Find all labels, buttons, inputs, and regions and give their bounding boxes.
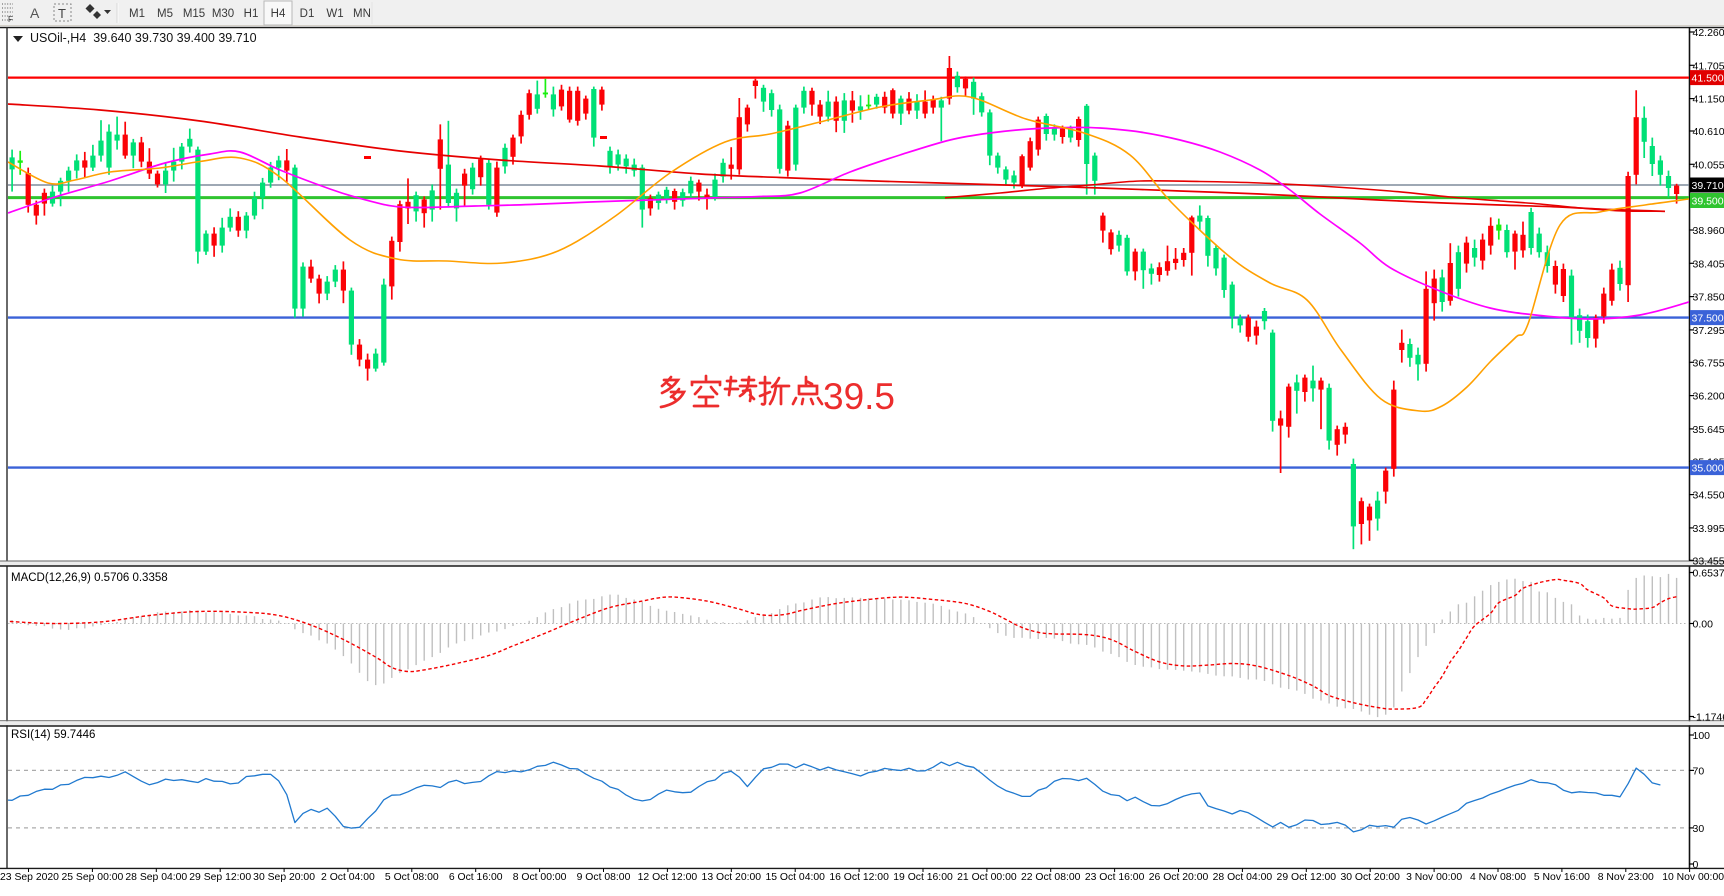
- svg-text:19 Oct 16:00: 19 Oct 16:00: [893, 872, 953, 883]
- svg-text:A: A: [30, 5, 40, 21]
- svg-text:35.000: 35.000: [1692, 463, 1724, 475]
- svg-text:41.150: 41.150: [1693, 94, 1724, 106]
- svg-text:39.5: 39.5: [823, 376, 895, 417]
- svg-text:12 Oct 12:00: 12 Oct 12:00: [638, 872, 698, 883]
- svg-text:36.755: 36.755: [1693, 357, 1724, 369]
- svg-text:37.295: 37.295: [1693, 325, 1724, 337]
- svg-text:29 Sep 12:00: 29 Sep 12:00: [189, 872, 251, 883]
- svg-text:26 Oct 20:00: 26 Oct 20:00: [1149, 872, 1209, 883]
- svg-text:39.710: 39.710: [1692, 180, 1724, 192]
- svg-text:5 Nov 16:00: 5 Nov 16:00: [1534, 872, 1590, 883]
- svg-text:9 Oct 08:00: 9 Oct 08:00: [577, 872, 631, 883]
- svg-text:MACD(12,26,9) 0.5706 0.3358: MACD(12,26,9) 0.5706 0.3358: [11, 572, 168, 584]
- svg-text:30 Oct 20:00: 30 Oct 20:00: [1340, 872, 1400, 883]
- svg-text:8 Nov 23:00: 8 Nov 23:00: [1598, 872, 1654, 883]
- svg-text:29 Oct 12:00: 29 Oct 12:00: [1277, 872, 1337, 883]
- svg-text:0: 0: [1693, 859, 1699, 871]
- svg-text:H1: H1: [244, 8, 259, 20]
- svg-text:33.455: 33.455: [1693, 555, 1724, 567]
- svg-text:4 Nov 08:00: 4 Nov 08:00: [1470, 872, 1526, 883]
- svg-text:33.995: 33.995: [1693, 523, 1724, 535]
- svg-text:USOil-,H4 39.640 39.730 39.40: USOil-,H4 39.640 39.730 39.400 39.710: [30, 31, 257, 45]
- svg-text:M15: M15: [183, 8, 205, 20]
- svg-text:28 Sep 04:00: 28 Sep 04:00: [125, 872, 187, 883]
- svg-text:W1: W1: [326, 8, 343, 20]
- svg-text:23 Sep 2020: 23 Sep 2020: [0, 872, 59, 883]
- svg-text:41.500: 41.500: [1692, 73, 1724, 85]
- svg-text:T: T: [58, 6, 66, 21]
- svg-text:34.550: 34.550: [1693, 490, 1724, 502]
- svg-text:6 Oct 16:00: 6 Oct 16:00: [449, 872, 503, 883]
- svg-text:RSI(14) 59.7446: RSI(14) 59.7446: [11, 729, 95, 741]
- svg-text:-1.1746: -1.1746: [1693, 712, 1724, 724]
- svg-text:F: F: [8, 15, 13, 24]
- svg-text:25 Sep 00:00: 25 Sep 00:00: [61, 872, 123, 883]
- svg-text:3 Nov 00:00: 3 Nov 00:00: [1406, 872, 1462, 883]
- svg-text:28 Oct 04:00: 28 Oct 04:00: [1213, 872, 1273, 883]
- svg-text:22 Oct 08:00: 22 Oct 08:00: [1021, 872, 1081, 883]
- svg-text:39.500: 39.500: [1692, 196, 1724, 208]
- svg-text:16 Oct 12:00: 16 Oct 12:00: [829, 872, 889, 883]
- svg-text:H4: H4: [271, 8, 286, 20]
- svg-text:MN: MN: [353, 8, 371, 20]
- svg-text:36.200: 36.200: [1693, 391, 1724, 403]
- svg-text:100: 100: [1693, 730, 1711, 742]
- svg-text:0.6537: 0.6537: [1693, 568, 1724, 580]
- svg-text:15 Oct 04:00: 15 Oct 04:00: [765, 872, 825, 883]
- svg-text:30 Sep 20:00: 30 Sep 20:00: [253, 872, 315, 883]
- svg-text:37.500: 37.500: [1692, 313, 1724, 325]
- svg-text:30: 30: [1693, 823, 1705, 835]
- svg-text:0.00: 0.00: [1693, 619, 1714, 631]
- svg-text:D1: D1: [300, 8, 315, 20]
- svg-text:38.405: 38.405: [1693, 258, 1724, 270]
- svg-text:37.850: 37.850: [1693, 292, 1724, 304]
- svg-text:70: 70: [1693, 766, 1705, 778]
- svg-text:M1: M1: [129, 8, 145, 20]
- svg-text:M5: M5: [157, 8, 173, 20]
- svg-text:35.645: 35.645: [1693, 424, 1724, 436]
- svg-text:40.610: 40.610: [1693, 126, 1724, 138]
- svg-text:2 Oct 04:00: 2 Oct 04:00: [321, 872, 375, 883]
- svg-text:42.260: 42.260: [1693, 27, 1724, 39]
- svg-text:M30: M30: [212, 8, 234, 20]
- svg-text:21 Oct 00:00: 21 Oct 00:00: [957, 872, 1017, 883]
- svg-text:8 Oct 00:00: 8 Oct 00:00: [513, 872, 567, 883]
- svg-text:13 Oct 20:00: 13 Oct 20:00: [702, 872, 762, 883]
- svg-text:5 Oct 08:00: 5 Oct 08:00: [385, 872, 439, 883]
- svg-text:23 Oct 16:00: 23 Oct 16:00: [1085, 872, 1145, 883]
- svg-text:10 Nov 00:00: 10 Nov 00:00: [1662, 872, 1724, 883]
- svg-text:38.960: 38.960: [1693, 225, 1724, 237]
- svg-text:40.055: 40.055: [1693, 159, 1724, 171]
